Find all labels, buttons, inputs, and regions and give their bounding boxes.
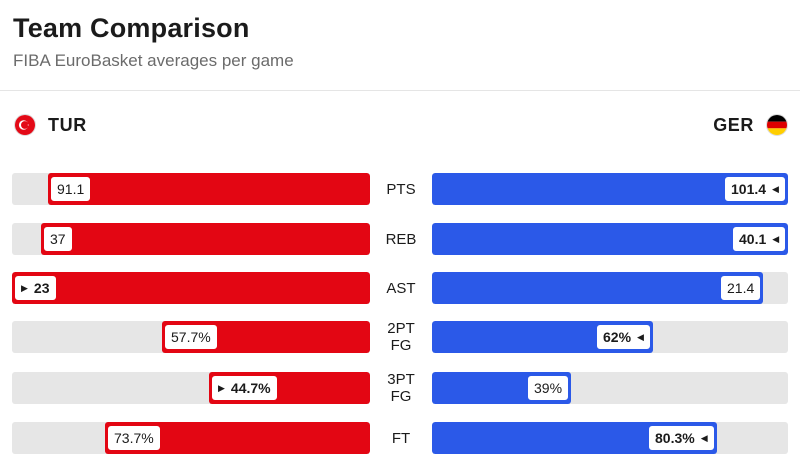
left-value-label: 37 (41, 224, 75, 254)
left-bar (41, 223, 370, 255)
stat-row: 57.7% 62% ◀ 2PT FG (0, 320, 800, 354)
left-value-label: 57.7% (162, 322, 220, 352)
team-right-name: GER (713, 114, 754, 135)
left-bar-track (12, 422, 370, 454)
left-bar (12, 272, 370, 304)
left-bar (48, 173, 370, 205)
stat-label: PTS (386, 180, 416, 198)
leader-arrow-icon: ◀ (772, 233, 780, 244)
stat-label: 2PT FG (387, 320, 415, 354)
leader-arrow-icon: ▶ (218, 382, 225, 393)
left-value-text: 37 (50, 231, 66, 247)
left-value-label: 91.1 (48, 174, 94, 204)
header-divider (0, 90, 800, 91)
stat-row: 37 40.1 ◀ REB (0, 223, 800, 255)
team-left-name: TUR (48, 114, 87, 135)
stat-row: ▶ 44.7% 39% 3PT FG (0, 371, 800, 405)
left-bar-track (12, 372, 370, 404)
right-bar (432, 223, 788, 255)
left-value-text: 23 (33, 280, 50, 296)
stat-label: FT (391, 429, 411, 447)
right-value-label: 21.4 (718, 273, 764, 303)
right-value-text: 80.3% (655, 430, 695, 446)
right-value-text: 62% (603, 329, 632, 345)
right-value-label: 101.4 ◀ (722, 174, 788, 204)
left-value-label: ▶ 44.7% (209, 373, 280, 403)
stat-label: 3PT FG (387, 371, 415, 405)
leader-arrow-icon: ◀ (637, 331, 644, 342)
page-title: Team Comparison (13, 13, 250, 43)
stat-row: ▶ 23 21.4 AST (0, 272, 800, 304)
turkey-flag-icon (14, 114, 36, 136)
right-bar (432, 272, 763, 304)
leader-arrow-icon: ◀ (700, 432, 708, 443)
leader-arrow-icon: ▶ (21, 282, 28, 293)
left-value-text: 73.7% (114, 430, 154, 446)
stat-label: REB (385, 230, 417, 248)
right-value-text: 39% (534, 380, 563, 396)
left-value-text: 57.7% (171, 329, 211, 345)
left-value-label: 73.7% (105, 423, 163, 453)
stat-row: 73.7% 80.3% ◀ FT (0, 422, 800, 454)
page-subtitle: FIBA EuroBasket averages per game (13, 51, 294, 70)
right-bar-track (432, 223, 788, 255)
left-value-label: ▶ 23 (12, 273, 59, 303)
chart-header: Team Comparison FIBA EuroBasket averages… (13, 12, 294, 72)
left-bar-track (12, 272, 370, 304)
right-value-text: 21.4 (727, 280, 755, 296)
right-value-text: 40.1 (739, 231, 767, 247)
right-value-text: 101.4 (731, 181, 767, 197)
germany-flag-icon (766, 114, 788, 136)
leader-arrow-icon: ◀ (772, 183, 779, 194)
right-bar-track (432, 372, 788, 404)
team-left: TUR (14, 111, 87, 139)
right-value-label: 39% (525, 373, 572, 403)
right-value-label: 40.1 ◀ (730, 224, 789, 254)
left-value-text: 44.7% (230, 380, 271, 396)
stat-label: AST (386, 279, 416, 297)
stat-row: 91.1 101.4 ◀ PTS (0, 173, 800, 205)
left-value-text: 91.1 (57, 181, 85, 197)
right-value-label: 80.3% ◀ (646, 423, 717, 453)
right-value-label: 62% ◀ (594, 322, 653, 352)
right-bar-track (432, 422, 788, 454)
team-right: GER (713, 111, 788, 139)
